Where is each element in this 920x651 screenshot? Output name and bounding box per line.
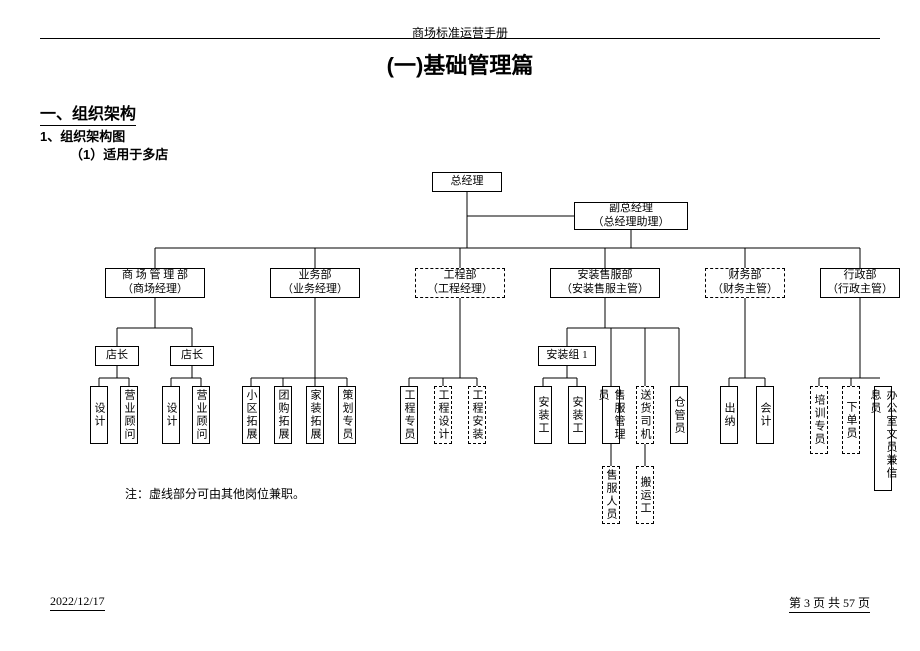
- org-node-l_bgs: 办公室文员兼信息员: [874, 386, 892, 491]
- org-node-l_sfgly: 售服管理员: [602, 386, 620, 444]
- org-node-l_cgy: 仓管员: [670, 386, 688, 444]
- header-rule: [40, 38, 880, 39]
- subsection-num: 1、组织架构图: [40, 126, 125, 145]
- org-node-l_yg_a: 营业顾问: [120, 386, 138, 444]
- org-node-l_gcaz: 工程安装: [468, 386, 486, 444]
- org-node-l_sj_a: 设计: [90, 386, 108, 444]
- org-node-l_yg_b: 营业顾问: [192, 386, 210, 444]
- org-node-l_gczy: 工程专员: [400, 386, 418, 444]
- org-node-l_azg1: 安装工: [534, 386, 552, 444]
- org-node-l_xq: 小区拓展: [242, 386, 260, 444]
- org-node-s1a: 店长: [95, 346, 139, 366]
- org-node-l_azg2: 安装工: [568, 386, 586, 444]
- org-node-d5: 财务部（财务主管）: [705, 268, 785, 298]
- org-node-d1: 商 场 管 理 部（商场经理）: [105, 268, 205, 298]
- org-node-l_cn: 出纳: [720, 386, 738, 444]
- org-node-l_jz: 家装拓展: [306, 386, 324, 444]
- chart-note: 注：虚线部分可由其他岗位兼职。: [125, 485, 305, 502]
- org-node-s1b: 店长: [170, 346, 214, 366]
- org-node-l_byg: 搬运工: [636, 466, 654, 524]
- org-node-gm: 总经理: [432, 172, 502, 192]
- footer-date: 2022/12/17: [50, 594, 105, 611]
- org-node-d3: 工程部（工程经理）: [415, 268, 505, 298]
- org-node-d2: 业务部（业务经理）: [270, 268, 360, 298]
- document-page: 商场标准运营手册 (一)基础管理篇 一、组织架构 1、组织架构图 （1）适用于多…: [0, 0, 920, 651]
- org-node-l_gcsj: 工程设计: [434, 386, 452, 444]
- org-node-l_sfry: 售服人员: [602, 466, 620, 524]
- section-heading: 一、组织架构: [40, 100, 136, 126]
- org-node-s4a: 安装组 1: [538, 346, 596, 366]
- org-node-dgm: 副总经理（总经理助理）: [574, 202, 688, 230]
- org-node-l_sj_b: 设计: [162, 386, 180, 444]
- org-node-d4: 安装售服部（安装售服主管）: [550, 268, 660, 298]
- org-node-d6: 行政部（行政主管）: [820, 268, 900, 298]
- org-node-l_ch: 策划专员: [338, 386, 356, 444]
- subsection-scope: （1）适用于多店: [70, 144, 168, 163]
- chapter-title: (一)基础管理篇: [0, 48, 920, 80]
- footer-page: 第 3 页 共 57 页: [789, 594, 870, 613]
- org-node-l_kj: 会计: [756, 386, 774, 444]
- org-node-l_shsj: 送货司机: [636, 386, 654, 444]
- org-node-l_xdy: 下单员: [842, 386, 860, 454]
- org-node-l_pxzy: 培训专员: [810, 386, 828, 454]
- org-node-l_tg: 团购拓展: [274, 386, 292, 444]
